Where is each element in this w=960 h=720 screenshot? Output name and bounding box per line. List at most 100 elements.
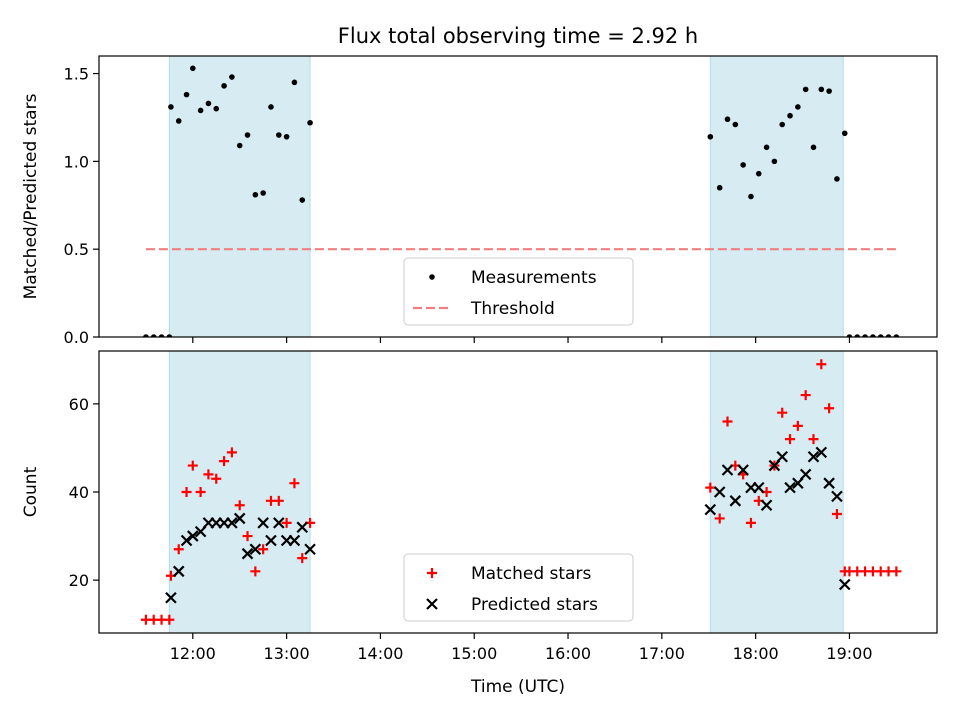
legend-box bbox=[403, 257, 634, 326]
predicted-star-point bbox=[288, 534, 301, 547]
matched-star-point bbox=[203, 469, 214, 480]
measurement-point bbox=[707, 133, 714, 140]
legend-measurement-swatch bbox=[429, 274, 435, 280]
measurement-point bbox=[779, 121, 786, 128]
measurement-point bbox=[870, 334, 876, 337]
x-axis-label: Time (UTC) bbox=[470, 677, 565, 697]
measurement-point bbox=[732, 121, 739, 128]
measurement-point bbox=[724, 116, 731, 123]
measurement-point bbox=[166, 334, 173, 337]
predicted-star-point bbox=[831, 490, 843, 503]
predicted-star-point bbox=[172, 565, 185, 578]
measurement-point bbox=[307, 119, 313, 126]
matched-star-point bbox=[816, 359, 827, 370]
x-tick-label: 14:00 bbox=[357, 644, 403, 663]
measurement-point bbox=[260, 190, 266, 196]
observing-window-span bbox=[168, 55, 311, 338]
matched-star-point bbox=[831, 509, 842, 520]
figure-title: Flux total observing time = 2.92 h bbox=[338, 24, 698, 48]
y-tick-label: 0.0 bbox=[64, 328, 89, 347]
measurement-point bbox=[854, 334, 861, 337]
matched-star-point bbox=[800, 390, 811, 401]
plot-area bbox=[140, 359, 902, 625]
predicted-star-point bbox=[784, 481, 796, 494]
predicted-star-point bbox=[187, 530, 199, 542]
observing-window-span bbox=[709, 350, 844, 634]
measurement-point bbox=[143, 334, 149, 337]
predicted-star-point bbox=[165, 591, 177, 604]
matched-star-point bbox=[714, 513, 725, 524]
measurement-point bbox=[885, 334, 892, 337]
predicted-star-point bbox=[304, 543, 316, 556]
x-tick-label: 12:00 bbox=[170, 644, 216, 663]
legend-matched-swatch bbox=[427, 568, 437, 578]
measurement-point bbox=[299, 197, 306, 203]
matched-star-point bbox=[891, 566, 902, 577]
predicted-star-point bbox=[776, 450, 788, 463]
matched-star-point bbox=[164, 614, 175, 625]
measurement-point bbox=[862, 334, 868, 337]
matched-star-point bbox=[705, 482, 716, 493]
y-axis-label: Matched/Predicted stars bbox=[21, 93, 41, 299]
matched-star-point bbox=[808, 434, 819, 445]
predicted-star-point bbox=[752, 481, 765, 494]
predicted-star-point bbox=[838, 578, 851, 591]
predicted-star-point bbox=[257, 517, 269, 529]
matched-star-point bbox=[722, 416, 733, 427]
legend: Matched stars Predicted stars bbox=[403, 553, 634, 622]
measurement-point bbox=[834, 176, 840, 182]
y-tick-label: 0.5 bbox=[64, 240, 89, 259]
measurement-point bbox=[795, 104, 801, 110]
measurement-point bbox=[150, 334, 157, 337]
matched-star-point bbox=[792, 420, 803, 431]
measurement-point bbox=[244, 132, 251, 138]
predicted-star-point bbox=[807, 450, 820, 463]
predicted-star-point bbox=[729, 495, 742, 507]
matched-star-point bbox=[824, 403, 835, 414]
matched-star-point bbox=[211, 473, 222, 484]
matched-star-point bbox=[181, 487, 192, 497]
x-tick-label: 15:00 bbox=[451, 644, 497, 663]
measurement-point bbox=[158, 334, 165, 337]
matched-star-point bbox=[281, 517, 292, 528]
predicted-star-point bbox=[799, 468, 812, 481]
matched-star-point bbox=[250, 566, 261, 577]
matched-star-point bbox=[219, 456, 230, 467]
measurement-point bbox=[168, 104, 174, 110]
legend: Measurements Threshold bbox=[403, 257, 634, 326]
y-tick-label: 40 bbox=[69, 483, 89, 502]
axes-frame bbox=[98, 55, 938, 338]
predicted-star-point bbox=[737, 464, 749, 476]
x-tick-label: 16:00 bbox=[545, 644, 591, 663]
y-tick-label: 60 bbox=[69, 395, 89, 414]
measurement-point bbox=[787, 112, 793, 119]
measurement-point bbox=[810, 144, 817, 151]
bottom-panel: 20 40 60 12:00 13:00 14:00 15:00 16:00 17:00 18:0… bbox=[21, 350, 938, 697]
predicted-star-point bbox=[241, 547, 254, 560]
measurement-point bbox=[213, 105, 220, 112]
measurement-point bbox=[755, 170, 762, 177]
measurement-point bbox=[893, 334, 900, 337]
matched-star-point bbox=[234, 500, 245, 511]
measurement-point bbox=[197, 107, 204, 114]
measurement-point bbox=[740, 162, 746, 168]
top-panel: 0.0 0.5 1.0 1.5 Matched/Predicted stars Measu… bbox=[21, 55, 938, 347]
measurement-point bbox=[841, 130, 848, 137]
series-matched-stars bbox=[140, 359, 902, 625]
measurement-point bbox=[275, 132, 282, 138]
predicted-star-point bbox=[273, 517, 285, 529]
measurement-point bbox=[802, 86, 809, 93]
measurement-point bbox=[252, 191, 259, 198]
predicted-star-point bbox=[713, 486, 726, 498]
measurement-point bbox=[283, 133, 290, 140]
matched-star-point bbox=[226, 447, 237, 458]
matched-star-point bbox=[258, 544, 269, 555]
predicted-star-point bbox=[226, 517, 238, 529]
measurement-point bbox=[175, 118, 182, 124]
measurement-point bbox=[229, 74, 235, 80]
matched-star-point bbox=[273, 495, 284, 506]
matched-star-point bbox=[297, 553, 308, 564]
predicted-star-point bbox=[265, 534, 277, 547]
predicted-star-point bbox=[815, 446, 828, 459]
